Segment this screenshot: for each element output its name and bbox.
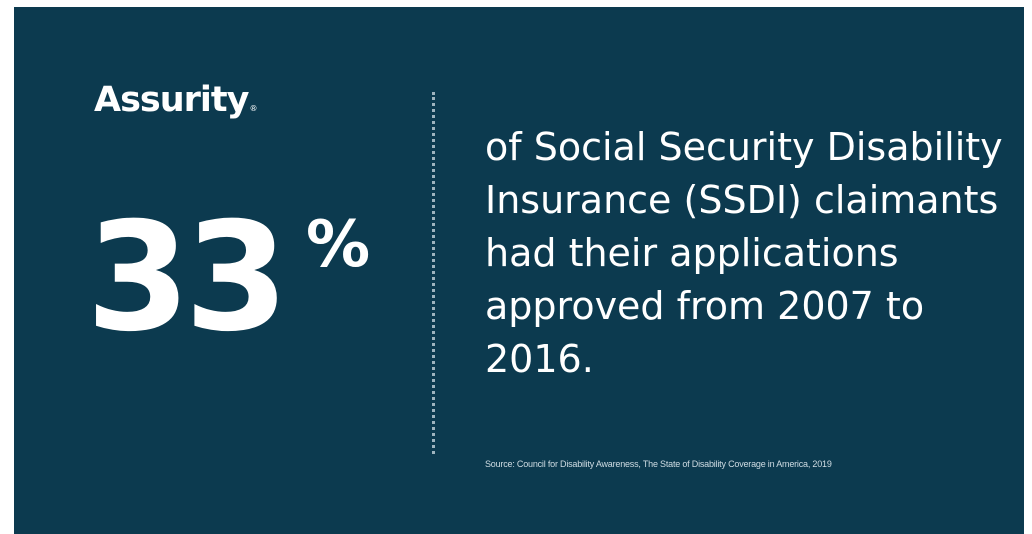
registered-mark: ® bbox=[249, 104, 258, 113]
stat-figure: 33 % bbox=[86, 203, 370, 353]
assurity-logo: Assurity® bbox=[94, 83, 257, 118]
stat-statement: of Social Security Disability Insurance … bbox=[485, 125, 1003, 381]
stat-value: 33 bbox=[86, 191, 289, 365]
stat-unit: % bbox=[306, 208, 371, 282]
infographic-card: Assurity® 33 % of Social Security Disabi… bbox=[14, 7, 1024, 534]
dotted-divider bbox=[432, 92, 435, 454]
source-citation: Source: Council for Disability Awareness… bbox=[485, 459, 832, 469]
logo-text: Assurity bbox=[94, 80, 249, 120]
